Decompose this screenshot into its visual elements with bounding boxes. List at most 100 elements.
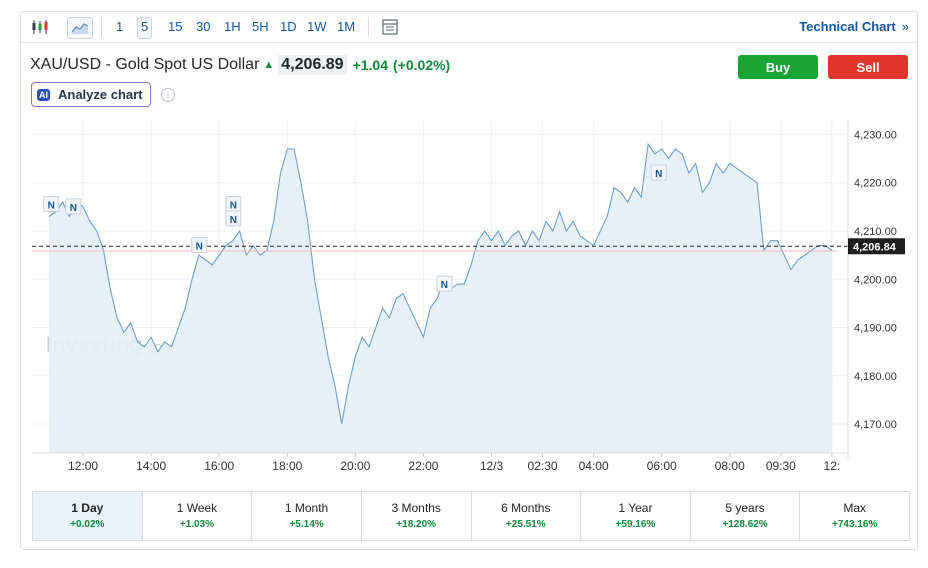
chevron-right-icon: » [901,19,909,34]
price-change: +1.04 [352,57,389,73]
x-tick-label: 22:00 [408,459,438,473]
current-price-tag [848,238,905,255]
news-marker-box [650,164,667,181]
news-marker[interactable]: N [43,195,60,212]
news-marker-box [43,195,60,212]
news-marker-label: N [48,200,55,211]
buy-button[interactable]: Buy [738,55,818,79]
technical-chart-label: Technical Chart [799,19,896,34]
timeframe-30[interactable]: 30 [196,19,211,34]
period-label: Max [843,501,867,515]
y-tick-label: 4,200.00 [854,274,897,286]
x-tick-label: 02:30 [528,459,558,473]
x-tick-label: 18:00 [272,459,302,473]
timeframe-1m[interactable]: 1M [337,19,356,34]
period-1-day[interactable]: 1 Day +0.02% [33,492,143,540]
news-marker[interactable]: N [225,195,242,212]
area-chart-icon[interactable] [67,17,93,39]
timeframe-1h[interactable]: 1H [224,19,241,34]
technical-chart-link[interactable]: Technical Chart » [799,19,909,34]
x-tick-label: 16:00 [204,459,234,473]
x-tick-label: 06:00 [647,459,677,473]
period-change: +25.51% [505,519,546,530]
y-tick-label: 4,230.00 [854,129,897,141]
last-price: 4,206.89 [278,55,347,75]
period-label: 1 Year [618,501,653,515]
timeframe-1w[interactable]: 1W [307,19,327,34]
period-label: 1 Day [71,501,104,515]
y-tick-label: 4,190.00 [854,323,897,335]
period-1-year[interactable]: 1 Year +59.16% [581,492,691,540]
instrument-header: XAU/USD - Gold Spot US Dollar ▲ 4,206.89… [30,55,450,75]
news-marker-box [65,198,82,215]
y-tick-label: 4,210.00 [854,226,897,238]
period-change: +18.20% [396,519,437,530]
news-marker[interactable]: N [650,164,667,181]
period-1-week[interactable]: 1 Week +1.03% [143,492,253,540]
instrument-name: XAU/USD - Gold Spot US Dollar [30,56,260,73]
timeframe-5h[interactable]: 5H [252,19,269,34]
period-change: +0.02% [70,519,105,530]
period-label: 6 Months [501,501,551,515]
period-1-month[interactable]: 1 Month +5.14% [252,492,362,540]
price-change-percent: (+0.02%) [393,57,451,73]
arrow-up-icon: ▲ [263,59,275,71]
period-selector: 1 Day +0.02% 1 Week +1.03% 1 Month +5.14% 3 Mo… [32,491,910,541]
ai-badge-icon: AI [37,88,50,101]
analyze-chart-button[interactable]: AI Analyze chart [31,82,151,107]
price-chart: Investing.com4,170.004,180.004,190.004,2… [32,120,905,473]
timeframe-1d[interactable]: 1D [280,19,297,34]
y-tick-label: 4,180.00 [854,371,897,383]
news-marker[interactable]: N [225,210,242,227]
x-tick-label: 12/3 [480,459,504,473]
period-label: 1 Month [284,501,329,515]
news-marker-label: N [441,280,448,291]
period-change: +59.16% [615,519,656,530]
period-change: +128.62% [722,519,768,530]
period-6-months[interactable]: 6 Months +25.51% [472,492,582,540]
x-tick-label: 09:30 [766,459,796,473]
analyze-chart-label: Analyze chart [58,87,143,102]
period-5-years[interactable]: 5 years +128.62% [691,492,801,540]
news-marker-box [436,275,453,292]
news-marker-box [225,210,242,227]
price-area-fill [49,144,832,453]
x-tick-label: 12: [824,459,841,473]
period-label: 5 years [725,501,765,515]
timeframe-1[interactable]: 1 [116,19,124,34]
y-tick-label: 4,170.00 [854,419,897,431]
x-tick-label: 08:00 [715,459,745,473]
period-label: 3 Months [391,501,441,515]
period-max[interactable]: Max +743.16% [800,492,909,540]
timeframe-15[interactable]: 15 [168,19,183,34]
news-marker-label: N [196,241,203,252]
x-tick-label: 12:00 [68,459,98,473]
y-tick-label: 4,220.00 [854,178,897,190]
candlestick-icon[interactable] [29,16,51,38]
news-marker[interactable]: N [191,236,208,253]
period-3-months[interactable]: 3 Months +18.20% [362,492,472,540]
info-icon[interactable]: i [161,88,175,102]
x-tick-label: 04:00 [579,459,609,473]
news-marker[interactable]: N [436,275,453,292]
news-marker[interactable]: N [65,198,82,215]
news-marker-label: N [230,200,237,211]
current-price-label: 4,206.84 [853,241,897,253]
period-change: +5.14% [289,519,324,530]
news-marker-label: N [70,203,77,214]
toolbar-divider [101,17,102,37]
x-tick-label: 20:00 [340,459,370,473]
sell-button[interactable]: Sell [828,55,908,79]
news-marker-label: N [230,215,237,226]
period-change: +743.16% [832,519,878,530]
chart-toolbar: 1 5 15 30 1H 5H 1D 1W 1M Technical Chart » [21,12,917,43]
timeframe-5[interactable]: 5 [137,17,153,39]
period-change: +1.03% [179,519,215,530]
x-tick-label: 14:00 [136,459,166,473]
news-marker-label: N [655,169,662,180]
chart-widget: 1 5 15 30 1H 5H 1D 1W 1M Technical Chart » XAU/US… [20,11,918,550]
table-view-icon[interactable] [379,16,401,38]
period-label: 1 Week [176,501,218,515]
news-marker-box [191,236,208,253]
toolbar-divider [368,17,369,37]
